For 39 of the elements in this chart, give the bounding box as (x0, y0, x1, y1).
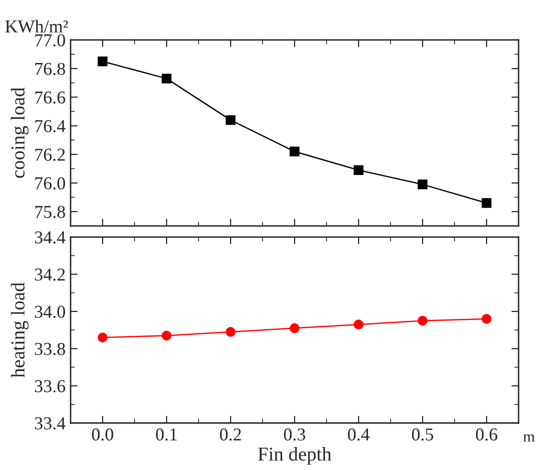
text: KWh/m² (5, 20, 68, 33)
y-tick-label: 76.6 (35, 91, 66, 104)
point (290, 146, 300, 156)
point (98, 56, 108, 66)
y-tick-label: 34.2 (34, 268, 65, 281)
x-axis-title: Fin depth (258, 447, 332, 465)
y-tick-label: 33.8 (34, 342, 66, 356)
point (226, 327, 236, 337)
y-tick-label: 76.8 (35, 62, 66, 76)
x-tick-label: 0.4 (348, 428, 370, 441)
y-tick-label: 76.2 (35, 148, 65, 161)
y-axis-title: heating load (10, 282, 29, 378)
text: m (523, 434, 535, 442)
y-tick-label: 33.6 (34, 380, 66, 392)
point (290, 323, 300, 334)
point (482, 198, 492, 208)
point (162, 74, 172, 84)
x-tick-label: 0.5 (412, 428, 434, 441)
point (354, 320, 364, 330)
x-tick-label: 0.0 (92, 428, 114, 441)
point (354, 165, 364, 175)
x-tick-label: 0.2 (220, 428, 241, 441)
x-tick-label: 0.3 (284, 428, 306, 441)
point (418, 316, 428, 326)
point (482, 314, 492, 324)
point (418, 180, 428, 190)
y-tick-label: 76.4 (35, 120, 66, 132)
y-tick-label: 34.4 (34, 231, 66, 244)
y-tick-label: 33.4 (34, 417, 66, 430)
x-tick-label: 0.6 (476, 428, 498, 441)
x-tick-label: 0.1 (156, 428, 177, 441)
y-tick-label: 77.0 (35, 34, 66, 46)
y-tick-label: 34.0 (34, 306, 66, 318)
point (98, 332, 108, 342)
y-tick-label: 75.8 (35, 206, 66, 218)
y-axis-title: cooing load (10, 88, 29, 178)
y-tick-label: 76.0 (35, 177, 66, 190)
point (226, 115, 236, 125)
point (162, 330, 172, 340)
